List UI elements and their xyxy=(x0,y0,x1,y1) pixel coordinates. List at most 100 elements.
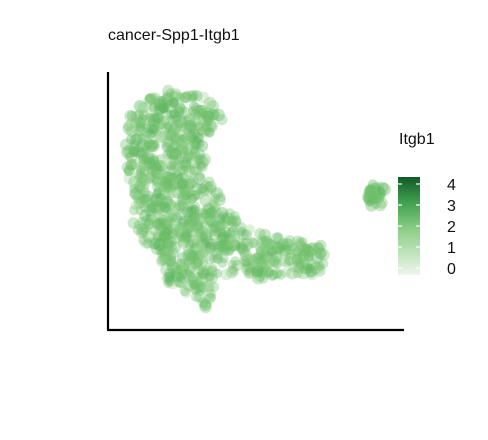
data-point xyxy=(171,271,183,283)
data-point xyxy=(235,242,246,254)
data-point xyxy=(192,254,205,267)
data-point xyxy=(125,118,137,130)
data-point xyxy=(212,268,223,279)
data-point xyxy=(242,261,254,273)
data-point xyxy=(187,278,198,289)
data-point xyxy=(195,281,206,292)
data-point xyxy=(151,175,163,188)
data-point xyxy=(230,235,240,245)
data-point xyxy=(135,196,149,209)
data-point xyxy=(139,166,150,176)
data-point xyxy=(183,186,196,198)
data-point xyxy=(260,235,273,247)
data-point xyxy=(197,220,208,231)
data-point xyxy=(161,240,174,252)
data-point xyxy=(293,259,304,269)
data-point xyxy=(215,192,226,203)
data-point xyxy=(190,148,201,158)
colorbar-ticks: 4 3 2 1 0 xyxy=(398,177,456,278)
data-point xyxy=(185,130,197,142)
data-point xyxy=(208,199,219,209)
data-point xyxy=(262,238,275,250)
data-point xyxy=(212,108,225,122)
data-point xyxy=(123,165,134,176)
data-point xyxy=(167,172,178,183)
data-point xyxy=(178,198,190,210)
data-point xyxy=(216,228,227,238)
data-point xyxy=(177,191,189,203)
data-point xyxy=(159,201,171,213)
data-point xyxy=(189,251,200,263)
data-point xyxy=(148,112,160,124)
data-point xyxy=(192,256,204,268)
data-point xyxy=(173,153,185,165)
data-point xyxy=(204,253,216,265)
data-point xyxy=(315,261,325,271)
data-point xyxy=(193,132,205,144)
data-point xyxy=(264,267,275,277)
data-point xyxy=(136,180,149,193)
data-point xyxy=(186,254,197,265)
data-point xyxy=(147,113,161,127)
data-point xyxy=(187,215,200,227)
data-point xyxy=(189,163,202,177)
data-point xyxy=(185,226,198,239)
data-point xyxy=(190,201,201,213)
data-point xyxy=(147,159,161,172)
data-point xyxy=(136,177,147,188)
data-point xyxy=(212,240,226,254)
data-point xyxy=(218,210,229,221)
data-point xyxy=(154,130,167,144)
data-point xyxy=(159,231,171,244)
data-point xyxy=(165,165,176,177)
data-point xyxy=(144,138,157,152)
data-point xyxy=(188,212,201,224)
data-point xyxy=(133,220,143,230)
data-point xyxy=(216,240,229,253)
data-point xyxy=(222,212,235,225)
data-point xyxy=(217,231,230,244)
data-point xyxy=(227,226,239,238)
data-point xyxy=(211,249,222,261)
data-point xyxy=(220,242,231,253)
data-point xyxy=(141,142,151,152)
data-point xyxy=(191,286,201,296)
data-point xyxy=(302,261,312,271)
data-point xyxy=(241,258,251,268)
data-point xyxy=(212,240,222,250)
data-point xyxy=(296,266,310,280)
data-point xyxy=(147,236,161,250)
data-point xyxy=(208,229,221,241)
data-point xyxy=(290,242,302,254)
data-point xyxy=(255,254,267,265)
data-point xyxy=(291,235,304,248)
data-point xyxy=(137,102,149,114)
data-point xyxy=(301,243,312,253)
data-point xyxy=(309,261,322,275)
data-point xyxy=(173,277,184,288)
data-point xyxy=(157,254,169,266)
data-point xyxy=(255,246,266,256)
data-point xyxy=(197,267,209,278)
data-point xyxy=(147,118,160,131)
data-point xyxy=(237,244,251,258)
data-point xyxy=(201,235,214,248)
data-point xyxy=(220,213,231,224)
data-point xyxy=(189,101,199,112)
data-point xyxy=(163,210,176,223)
data-point xyxy=(251,252,264,264)
data-point xyxy=(163,137,174,148)
data-point xyxy=(368,186,381,198)
data-point xyxy=(164,184,174,194)
data-point xyxy=(166,182,177,193)
data-point xyxy=(164,129,178,142)
data-point xyxy=(138,235,149,246)
data-point xyxy=(129,183,139,194)
data-point xyxy=(314,239,327,252)
data-point xyxy=(167,177,181,191)
data-point xyxy=(207,265,218,277)
data-point xyxy=(150,242,164,256)
data-point xyxy=(364,190,374,201)
data-point xyxy=(377,182,391,196)
data-point xyxy=(369,184,381,195)
